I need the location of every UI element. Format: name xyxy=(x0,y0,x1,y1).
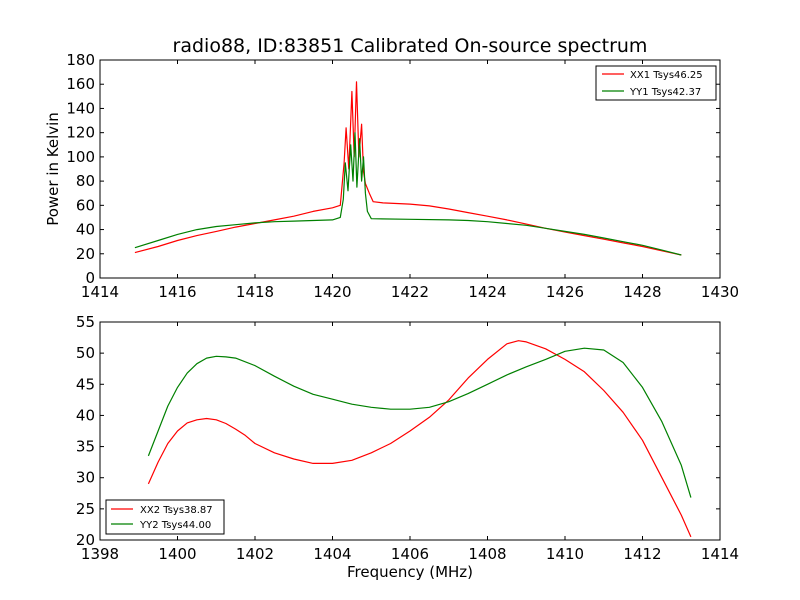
chart-top-series-line-1 xyxy=(134,132,682,256)
chart-top-xtick-label: 1420 xyxy=(313,283,351,301)
chart-top-legend-box xyxy=(595,65,717,101)
chart-top-xtick-label: 1422 xyxy=(391,283,429,301)
chart-bottom-xtick-label: 1398 xyxy=(81,545,119,563)
chart-bottom-xtick-label: 1406 xyxy=(391,545,429,563)
chart-top-ytick-label: 60 xyxy=(76,196,95,214)
chart-top-ylabel: Power in Kelvin xyxy=(44,112,62,226)
legend-label-yy1: YY1 Tsys42.37 xyxy=(629,87,701,98)
chart-top-ytick-label: 180 xyxy=(66,51,95,69)
chart-top-ytick-label: 80 xyxy=(76,172,95,190)
chart-top-xtick-label: 1426 xyxy=(546,283,584,301)
chart-bottom-ytick-label: 25 xyxy=(76,500,95,518)
chart-top-xtick-label: 1428 xyxy=(623,283,661,301)
legend-label-xx1: XX1 Tsys46.25 xyxy=(630,70,703,81)
chart-top-ytick-label: 100 xyxy=(66,148,95,166)
chart-bottom-xtick-label: 1410 xyxy=(546,545,584,563)
chart-top-title: radio88, ID:83851 Calibrated On-source s… xyxy=(173,35,648,57)
chart-top-ytick-label: 120 xyxy=(66,124,95,142)
chart-bottom-xtick-label: 1414 xyxy=(701,545,739,563)
legend-label-yy2: YY2 Tsys44.00 xyxy=(139,520,211,531)
chart-bottom-ytick-label: 30 xyxy=(76,469,95,487)
chart-bottom-plot-area: 1398 1400 1402 1404 1406 1408 1410 1412 1414 20 25… xyxy=(76,313,739,563)
chart-bottom-xtick-label: 1412 xyxy=(623,545,661,563)
chart-bottom-xlabel: Frequency (MHz) xyxy=(347,563,473,581)
chart-top-xtick-label: 1414 xyxy=(81,283,119,301)
chart-top-ytick-label: 0 xyxy=(85,269,95,287)
chart-bottom-ytick-label: 20 xyxy=(76,531,95,549)
chart-bottom-xtick-label: 1400 xyxy=(158,545,196,563)
chart-top-legend: XX1 Tsys46.25 YY1 Tsys42.37 xyxy=(595,65,717,101)
chart-bottom-xtick-label: 1402 xyxy=(236,545,274,563)
chart-bottom-series-line-0 xyxy=(147,340,692,538)
chart-top-plot-area: 1414 1416 1418 1420 1422 1424 1426 1428 1430 0 20 4… xyxy=(66,51,739,301)
chart-top-ytick-label: 20 xyxy=(76,245,95,263)
legend-label-xx2: XX2 Tsys38.87 xyxy=(140,505,213,516)
chart-bottom-xtick-label: 1408 xyxy=(468,545,506,563)
chart-bottom-frame xyxy=(99,321,721,541)
chart-top-ytick-label: 40 xyxy=(76,221,95,239)
chart-bottom-ytick-label: 50 xyxy=(76,344,95,362)
chart-bottom-ytick-label: 45 xyxy=(76,375,95,393)
chart-top-frame xyxy=(99,59,721,279)
chart-bottom-ytick-label: 40 xyxy=(76,406,95,424)
chart-bottom-ytick-label: 35 xyxy=(76,438,95,456)
chart-top-ytick-label: 160 xyxy=(66,75,95,93)
chart-bottom-ytick-label: 55 xyxy=(76,313,95,331)
chart-top-xtick-label: 1424 xyxy=(468,283,506,301)
chart-top-xtick-label: 1430 xyxy=(701,283,739,301)
chart-top-ytick-label: 140 xyxy=(66,99,95,117)
chart-bottom-series-line-1 xyxy=(147,347,692,498)
chart-top-xtick-label: 1416 xyxy=(158,283,196,301)
chart-top-spectrum: radio88, ID:83851 Calibrated On-source s… xyxy=(44,35,739,301)
chart-bottom-legend-box xyxy=(105,499,225,535)
chart-top-xtick-label: 1418 xyxy=(236,283,274,301)
chart-bottom-legend: XX2 Tsys38.87 YY2 Tsys44.00 xyxy=(105,499,225,535)
chart-bottom-xtick-label: 1404 xyxy=(313,545,351,563)
chart-bottom-spectrum: Frequency (MHz) 1398 1400 1402 1404 1406 1408… xyxy=(76,313,739,581)
